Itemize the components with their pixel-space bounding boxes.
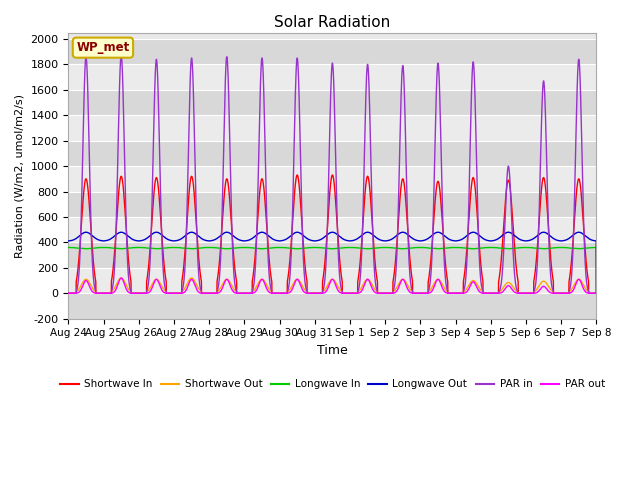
Bar (68, 166, 596, 192)
Bar (68, 293, 596, 319)
Bar (68, 141, 596, 166)
Bar (68, 90, 596, 115)
Bar (68, 115, 596, 141)
Y-axis label: Radiation (W/m2, umol/m2/s): Radiation (W/m2, umol/m2/s) (15, 94, 25, 258)
Bar (68, 242, 596, 268)
Text: WP_met: WP_met (76, 41, 129, 54)
Title: Solar Radiation: Solar Radiation (275, 15, 390, 30)
Bar (68, 268, 596, 293)
Bar (68, 39, 596, 64)
Legend: Shortwave In, Shortwave Out, Longwave In, Longwave Out, PAR in, PAR out: Shortwave In, Shortwave Out, Longwave In… (56, 375, 609, 394)
Bar (68, 64, 596, 90)
Bar (68, 192, 596, 217)
Bar (68, 217, 596, 242)
X-axis label: Time: Time (317, 344, 348, 357)
